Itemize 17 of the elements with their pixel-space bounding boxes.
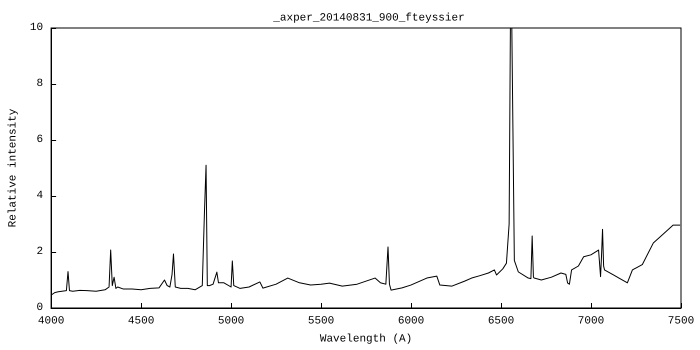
x-tick-label: 5000 (218, 316, 244, 328)
x-tick-label: 5500 (308, 316, 334, 328)
y-tick-label: 10 (30, 22, 44, 34)
y-axis-title: Relative intensity (8, 108, 20, 228)
x-tick-label: 4000 (38, 316, 64, 328)
chart-title: _axper_20140831_900_fteyssier (272, 12, 465, 24)
x-tick-label: 7000 (578, 316, 604, 328)
x-axis-title: Wavelength (A) (320, 334, 412, 346)
y-tick-label: 2 (36, 246, 44, 258)
x-tick-label: 6500 (488, 316, 514, 328)
x-tick-label: 7500 (668, 316, 694, 328)
y-tick-label: 4 (36, 190, 44, 202)
x-tick-label: 6000 (398, 316, 424, 328)
y-tick-label: 8 (36, 78, 44, 90)
x-tick-label: 4500 (128, 316, 154, 328)
y-tick-label: 6 (36, 134, 44, 146)
y-tick-label: 0 (36, 302, 44, 314)
